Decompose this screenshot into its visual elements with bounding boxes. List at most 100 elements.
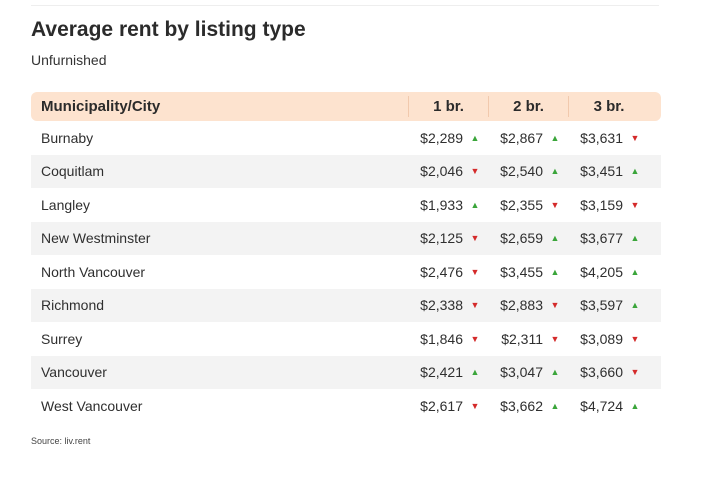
rent-cell: $1,846 ▼ bbox=[409, 331, 489, 347]
city-name: Coquitlam bbox=[41, 163, 105, 180]
trend-down-icon: ▼ bbox=[630, 132, 640, 143]
rent-price: $3,660 bbox=[580, 364, 623, 381]
trend-down-icon: ▼ bbox=[550, 300, 560, 311]
rent-cell: $2,046 ▼ bbox=[409, 163, 489, 179]
rent-table: Municipality/City 1 br. 2 br. 3 br. Burn… bbox=[31, 92, 661, 423]
source-note: Source: liv.rent bbox=[31, 436, 91, 446]
rent-price: $2,125 bbox=[420, 230, 463, 247]
rent-price: $2,355 bbox=[500, 196, 543, 213]
trend-up-icon: ▲ bbox=[550, 400, 560, 411]
rent-cell: $3,451 ▲ bbox=[569, 163, 649, 179]
table-row: Surrey $1,846 ▼ $2,311 ▼ $3,089 ▼ bbox=[31, 322, 661, 356]
trend-down-icon: ▼ bbox=[470, 166, 480, 177]
trend-up-icon: ▲ bbox=[470, 367, 480, 378]
trend-down-icon: ▼ bbox=[470, 400, 480, 411]
table-row: West Vancouver $2,617 ▼ $3,662 ▲ $4,724 ▲ bbox=[31, 389, 661, 423]
trend-down-icon: ▼ bbox=[550, 333, 560, 344]
rent-cell: $3,455 ▲ bbox=[489, 264, 569, 280]
table-row: Richmond $2,338 ▼ $2,883 ▼ $3,597 ▲ bbox=[31, 288, 661, 322]
rent-cell: $2,659 ▲ bbox=[489, 230, 569, 246]
trend-up-icon: ▲ bbox=[550, 166, 560, 177]
rent-cell: $3,159 ▼ bbox=[569, 197, 649, 213]
rent-price: $3,597 bbox=[580, 297, 623, 314]
rent-cell: $3,631 ▼ bbox=[569, 130, 649, 146]
rent-price: $3,159 bbox=[580, 196, 623, 213]
city-name: New Westminster bbox=[41, 230, 151, 247]
rent-price: $2,311 bbox=[501, 330, 543, 347]
rent-cell: $1,933 ▲ bbox=[409, 197, 489, 213]
rent-cell: $3,662 ▲ bbox=[489, 398, 569, 414]
rent-price: $2,617 bbox=[420, 397, 463, 414]
rent-price: $4,724 bbox=[580, 397, 623, 414]
rent-cell: $2,125 ▼ bbox=[409, 230, 489, 246]
rent-cell: $4,724 ▲ bbox=[569, 398, 649, 414]
trend-down-icon: ▼ bbox=[470, 233, 480, 244]
rent-price: $4,205 bbox=[580, 263, 623, 280]
rent-price: $1,933 bbox=[420, 196, 463, 213]
rent-cell: $2,617 ▼ bbox=[409, 398, 489, 414]
rent-price: $2,883 bbox=[500, 297, 543, 314]
city-name: Richmond bbox=[41, 297, 105, 314]
rent-price: $3,631 bbox=[580, 129, 623, 146]
table-row: Vancouver $2,421 ▲ $3,047 ▲ $3,660 ▼ bbox=[31, 355, 661, 389]
table-row: Burnaby $2,289 ▲ $2,867 ▲ $3,631 ▼ bbox=[31, 121, 661, 155]
rent-price: $2,421 bbox=[420, 364, 463, 381]
rent-price: $1,846 bbox=[420, 330, 463, 347]
trend-down-icon: ▼ bbox=[470, 266, 480, 277]
trend-down-icon: ▼ bbox=[630, 367, 640, 378]
rent-cell: $2,338 ▼ bbox=[409, 297, 489, 313]
trend-up-icon: ▲ bbox=[550, 233, 560, 244]
rent-price: $3,662 bbox=[500, 397, 543, 414]
table-row: Langley $1,933 ▲ $2,355 ▼ $3,159 ▼ bbox=[31, 188, 661, 222]
top-divider bbox=[31, 5, 659, 6]
rent-cell: $4,205 ▲ bbox=[569, 264, 649, 280]
trend-down-icon: ▼ bbox=[630, 333, 640, 344]
table-header: Municipality/City 1 br. 2 br. 3 br. bbox=[31, 92, 661, 121]
trend-down-icon: ▼ bbox=[470, 300, 480, 311]
city-name: Langley bbox=[41, 196, 91, 213]
rent-cell: $3,677 ▲ bbox=[569, 230, 649, 246]
rent-price: $3,451 bbox=[580, 163, 623, 180]
column-header-municipality: Municipality/City bbox=[31, 96, 409, 117]
rent-cell: $2,311 ▼ bbox=[489, 331, 569, 347]
rent-price: $2,289 bbox=[420, 129, 463, 146]
trend-up-icon: ▲ bbox=[550, 367, 560, 378]
rent-price: $2,338 bbox=[420, 297, 463, 314]
trend-up-icon: ▲ bbox=[470, 199, 480, 210]
rent-cell: $3,047 ▲ bbox=[489, 364, 569, 380]
rent-cell: $2,421 ▲ bbox=[409, 364, 489, 380]
rent-price: $2,540 bbox=[500, 163, 543, 180]
rent-cell: $2,883 ▼ bbox=[489, 297, 569, 313]
table-row: Coquitlam $2,046 ▼ $2,540 ▲ $3,451 ▲ bbox=[31, 154, 661, 188]
rent-price: $2,867 bbox=[500, 129, 543, 146]
city-name: North Vancouver bbox=[41, 263, 146, 280]
column-header-2br: 2 br. bbox=[489, 96, 569, 117]
trend-up-icon: ▲ bbox=[630, 233, 640, 244]
page-subtitle: Unfurnished bbox=[31, 52, 107, 68]
rent-price: $2,659 bbox=[500, 230, 543, 247]
rent-price: $2,046 bbox=[420, 163, 463, 180]
trend-up-icon: ▲ bbox=[550, 132, 560, 143]
trend-down-icon: ▼ bbox=[550, 199, 560, 210]
rent-cell: $3,660 ▼ bbox=[569, 364, 649, 380]
table-body: Burnaby $2,289 ▲ $2,867 ▲ $3,631 ▼ Coquitlam $2,… bbox=[31, 121, 661, 423]
table-row: North Vancouver $2,476 ▼ $3,455 ▲ $4,205 ▲ bbox=[31, 255, 661, 289]
rent-price: $3,677 bbox=[580, 230, 623, 247]
trend-up-icon: ▲ bbox=[630, 266, 640, 277]
rent-price: $3,047 bbox=[500, 364, 543, 381]
city-name: Surrey bbox=[41, 330, 83, 347]
rent-cell: $3,089 ▼ bbox=[569, 331, 649, 347]
trend-down-icon: ▼ bbox=[630, 199, 640, 210]
rent-cell: $2,289 ▲ bbox=[409, 130, 489, 146]
page-title: Average rent by listing type bbox=[31, 18, 306, 41]
rent-cell: $2,476 ▼ bbox=[409, 264, 489, 280]
trend-up-icon: ▲ bbox=[470, 132, 480, 143]
rent-cell: $2,867 ▲ bbox=[489, 130, 569, 146]
rent-price: $3,089 bbox=[580, 330, 623, 347]
rent-price: $2,476 bbox=[420, 263, 463, 280]
trend-up-icon: ▲ bbox=[550, 266, 560, 277]
rent-cell: $3,597 ▲ bbox=[569, 297, 649, 313]
column-header-1br: 1 br. bbox=[409, 96, 489, 117]
trend-down-icon: ▼ bbox=[470, 333, 480, 344]
trend-up-icon: ▲ bbox=[630, 300, 640, 311]
